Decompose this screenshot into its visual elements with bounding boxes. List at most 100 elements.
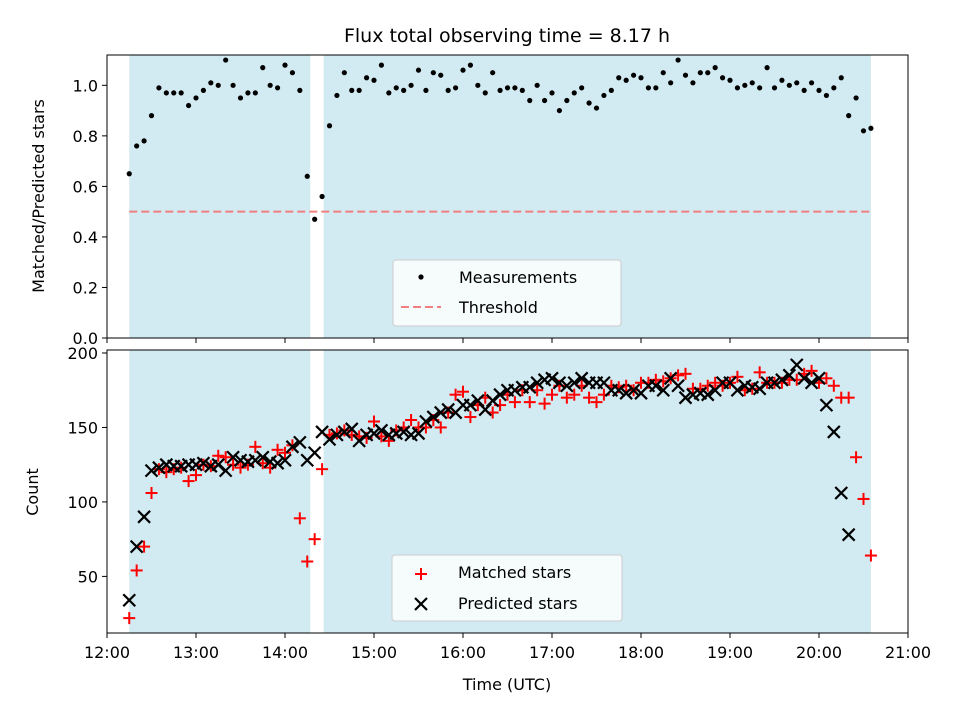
predicted-stars-point [789, 358, 804, 372]
matched-stars-point [271, 443, 284, 456]
measurement-point [349, 87, 355, 93]
measurement-point [823, 92, 830, 99]
measurement-point [334, 92, 340, 99]
matched-stars-point [308, 533, 321, 546]
x-tick-label: 14:00 [262, 643, 308, 662]
measurement-point [608, 87, 614, 93]
predicted-stars-point [226, 450, 240, 465]
top-axis-ticks: 0.0 0.2 0.4 0.6 0.8 1.0 [73, 76, 909, 348]
predicted-stars-point [433, 405, 448, 420]
predicted-stars-point [812, 371, 826, 386]
predicted-stars-point-b [144, 463, 159, 478]
predicted-stars-point-b [730, 383, 745, 397]
measurement-point [371, 77, 377, 83]
predicted-stars-point-b [775, 373, 789, 387]
measurement-point [297, 87, 303, 93]
predicted-stars-point [255, 450, 270, 465]
x-tick-label: 19:00 [707, 643, 753, 662]
bottom-axis-ticks: 50 100 150 200 12:00 13:00 14:00 15:00 16:00 17:0… [67, 344, 931, 662]
measurement-point [675, 57, 681, 63]
measurement-point [794, 80, 800, 86]
measurement-point [438, 72, 444, 78]
predicted-stars-point [419, 414, 433, 429]
x-tick-label: 16:00 [440, 643, 486, 662]
predicted-stars-point-b [834, 486, 849, 500]
measurement-point [230, 82, 236, 88]
predicted-stars-point [367, 426, 381, 441]
matched-stars-point [138, 540, 151, 553]
matched-stars-point [850, 451, 863, 464]
measurement-point [156, 85, 162, 91]
matched-stars-point [249, 440, 262, 453]
predicted-stars-point-b [322, 432, 337, 447]
measurement-point [200, 87, 207, 93]
matched-stars-point [293, 512, 306, 525]
predicted-stars-point [611, 383, 626, 397]
measurement-point [475, 82, 481, 88]
x-tick-label: 12:00 [84, 643, 130, 662]
measurement-point [860, 128, 867, 134]
measurement-point [556, 107, 563, 114]
measurement-point [252, 90, 258, 96]
predicted-stars-point-b [270, 456, 285, 470]
measurements-legend-marker [418, 274, 424, 280]
matched-stars-point [546, 388, 558, 401]
measurement-point [237, 95, 244, 101]
predicted-stars-point [411, 426, 426, 441]
matched-stars-point [731, 370, 744, 383]
predicted-stars-point-b [560, 378, 574, 393]
predicted-stars-point [344, 422, 359, 436]
predicted-stars-point [567, 375, 582, 390]
predicted-stars-point-b [330, 428, 344, 442]
predicted-stars-point-b [493, 387, 507, 402]
predicted-stars-point [337, 425, 352, 439]
predicted-stars-point [619, 386, 633, 400]
matched-stars-point [590, 396, 603, 409]
predicted-stars-point [560, 378, 574, 393]
predicted-stars-point [144, 463, 159, 478]
measurement-point [534, 82, 540, 88]
predicted-stars-point [530, 375, 544, 390]
predicted-stars-point [574, 371, 589, 386]
matched-stars-point [568, 388, 581, 401]
predicted-stars-point [656, 383, 671, 397]
predicted-stars-point [834, 486, 849, 500]
bottom-y-tick-label: 50 [78, 567, 98, 586]
matched-stars-point [419, 421, 432, 434]
x-tick-label: 17:00 [529, 643, 575, 662]
predicted-stars-point [678, 390, 693, 405]
measurement-point [378, 62, 385, 68]
predicted-stars-point-b [441, 402, 455, 417]
top-y-tick-label: 0.8 [73, 127, 98, 146]
measurement-point [452, 85, 459, 91]
measurement-point [386, 90, 392, 96]
measurement-point [541, 97, 548, 104]
predicted-stars-point [137, 510, 151, 524]
predicted-stars-point-b [129, 539, 144, 554]
measurement-point [719, 75, 726, 81]
predicted-stars-point-b [471, 393, 485, 408]
measurement-point [185, 102, 192, 109]
measurement-point [712, 65, 718, 71]
measurement-point [527, 97, 533, 104]
predicted-stars-point-b [597, 375, 611, 390]
predicted-stars-point [841, 527, 856, 542]
predicted-stars-point-b [656, 383, 671, 397]
measurement-point [148, 113, 155, 119]
predicted-stars-point [196, 456, 211, 470]
predicted-stars-point [671, 378, 685, 393]
predicted-stars-point [804, 375, 819, 390]
x-tick-label: 20:00 [796, 643, 842, 662]
measurement-point [549, 90, 555, 96]
predicted-stars-point [463, 398, 478, 412]
matched-stars-point [560, 391, 573, 404]
predicted-stars-point [285, 440, 300, 454]
matched-stars-point [679, 367, 692, 380]
measurement-point [697, 70, 703, 76]
predicted-stars-point-b [159, 457, 174, 472]
predicted-stars-point-b [552, 375, 567, 390]
matched-stars-point [649, 373, 662, 386]
predicted-stars-point-b [841, 527, 856, 542]
measurement-point [193, 95, 199, 101]
